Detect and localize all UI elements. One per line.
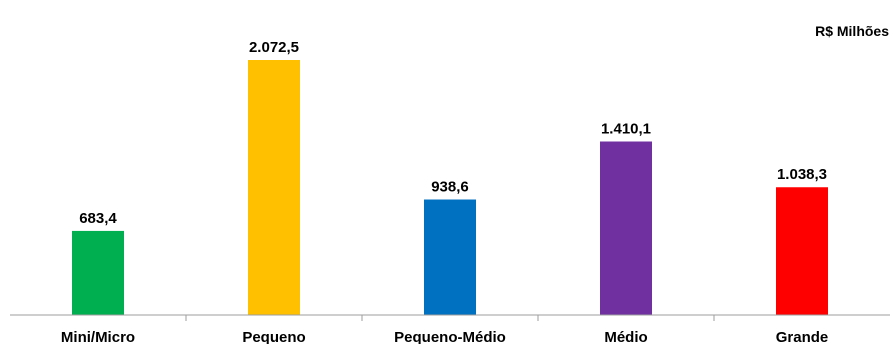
bar bbox=[776, 187, 828, 315]
bars-group: 683,4 2.072,5 938,6 1.410,1 1.038,3 bbox=[72, 39, 828, 315]
x-tick-label: Grande bbox=[776, 329, 829, 344]
x-axis-ticks bbox=[185, 315, 715, 321]
data-label: 2.072,5 bbox=[249, 39, 299, 56]
bar bbox=[424, 199, 476, 315]
bar bbox=[248, 60, 300, 315]
data-label: 938,6 bbox=[431, 179, 469, 196]
x-axis-labels: Mini/Micro Pequeno Pequeno-Médio Médio Grand… bbox=[61, 329, 828, 344]
x-tick-label: Médio bbox=[604, 329, 647, 344]
unit-label: R$ Milhões bbox=[815, 23, 889, 39]
data-label: 1.038,3 bbox=[777, 166, 827, 183]
bar bbox=[72, 230, 124, 315]
data-label: 683,4 bbox=[79, 210, 117, 227]
bar bbox=[600, 141, 652, 315]
data-label: 1.410,1 bbox=[601, 121, 651, 138]
x-tick-label: Mini/Micro bbox=[61, 329, 135, 344]
x-tick-label: Pequeno-Médio bbox=[394, 329, 506, 344]
x-tick-label: Pequeno bbox=[242, 329, 305, 344]
